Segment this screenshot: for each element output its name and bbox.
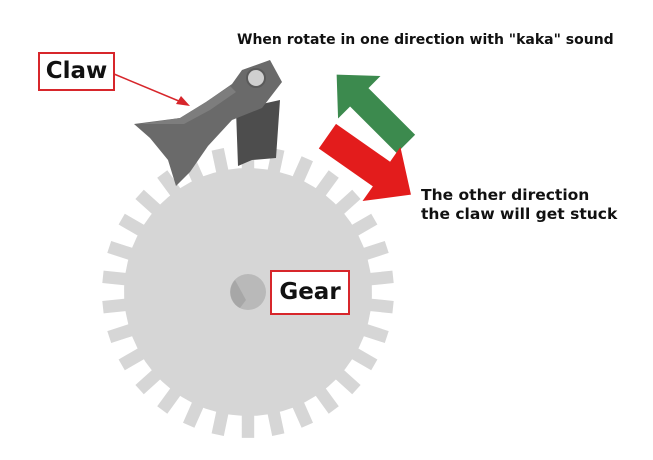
- claw-support: [236, 100, 280, 166]
- claw-pawl: [134, 60, 282, 186]
- green-arrow: [336, 74, 416, 154]
- stuck-caption-line-2: the claw will get stuck: [421, 205, 618, 223]
- claw-arm: [134, 60, 282, 186]
- claw-label: Claw: [38, 52, 115, 91]
- claw-pivot: [246, 68, 266, 88]
- red-arrow: [318, 123, 411, 202]
- stuck-caption-line-1: The other direction: [421, 186, 590, 204]
- claw-arm-highlight: [140, 86, 236, 124]
- claw-pointer-arrowhead: [176, 96, 190, 106]
- claw-pointer-line: [113, 73, 187, 105]
- gear-hub-shade: [230, 280, 246, 308]
- gear-label: Gear: [270, 270, 350, 315]
- stuck-direction-caption: The other direction the claw will get st…: [421, 186, 617, 224]
- rotate-direction-caption: When rotate in one direction with "kaka"…: [237, 32, 614, 48]
